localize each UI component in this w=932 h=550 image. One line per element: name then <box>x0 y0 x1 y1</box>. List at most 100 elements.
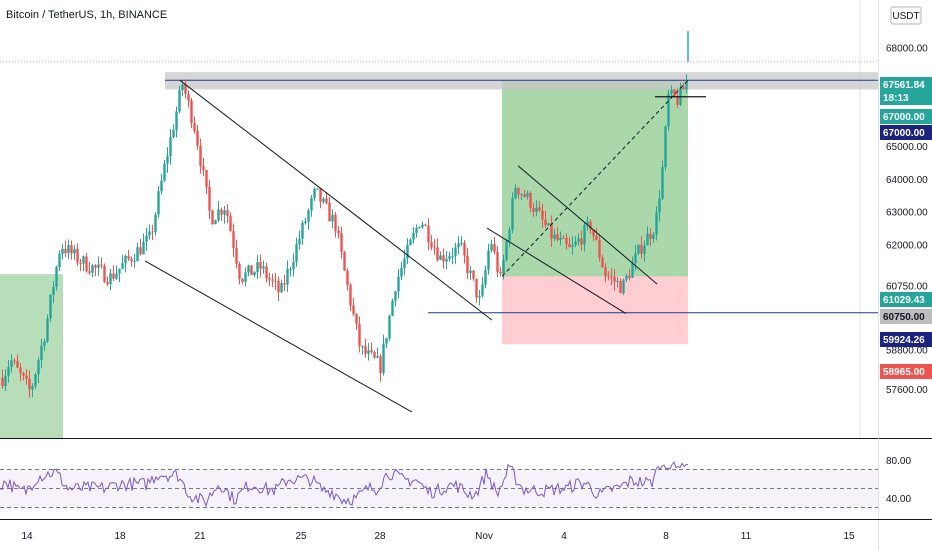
candle-body <box>541 210 544 220</box>
projection-dashed-line <box>501 79 689 277</box>
candle-body <box>1 377 4 387</box>
candle-body <box>559 237 562 240</box>
rsi-tick-label: 40.00 <box>886 494 911 505</box>
candle-body <box>361 346 364 348</box>
candle-body <box>457 243 460 248</box>
candle-body <box>490 244 493 251</box>
candle-body <box>610 276 613 278</box>
candle-body <box>454 247 457 256</box>
candle-body <box>682 87 685 90</box>
y-tick-label: 60750.00 <box>886 282 928 293</box>
candle-body <box>616 280 619 282</box>
candle-body <box>421 224 424 228</box>
price-tag <box>880 332 932 347</box>
candle-body <box>61 248 64 254</box>
candle-body <box>493 244 496 252</box>
candle-body <box>403 258 406 269</box>
candle-body <box>532 208 535 212</box>
candle-body <box>673 89 676 97</box>
candle-body <box>409 239 412 245</box>
candle-body <box>484 269 487 285</box>
x-tick-label: 21 <box>194 531 206 542</box>
candle-body <box>73 248 76 254</box>
candle-body <box>427 225 430 243</box>
y-tick-label: 57600.00 <box>886 385 928 396</box>
candle-body <box>301 222 304 239</box>
candle-body <box>121 263 124 269</box>
candle-body <box>292 261 295 270</box>
candle-body <box>346 270 349 286</box>
rsi-line <box>0 461 689 508</box>
candle-body <box>526 192 529 197</box>
candle-body <box>199 145 202 167</box>
candle-body <box>481 284 484 296</box>
candle-body <box>400 268 403 277</box>
candle-body <box>148 231 151 236</box>
candle-body <box>7 366 10 376</box>
candle-body <box>271 279 274 281</box>
candle-body <box>538 207 541 211</box>
price-tag <box>880 292 932 307</box>
price-tag-label: 60750.00 <box>883 312 925 323</box>
y-tick-label: 68000.00 <box>886 43 928 54</box>
candle-body <box>349 285 352 306</box>
candle-body <box>511 198 514 230</box>
candle-body <box>385 338 388 344</box>
x-tick-label: 8 <box>663 531 669 542</box>
candle-body <box>445 258 448 262</box>
candle-body <box>625 275 628 280</box>
candle-body <box>214 220 217 225</box>
candle-body <box>571 245 574 248</box>
candle-body <box>10 360 13 367</box>
candle-body <box>160 180 163 192</box>
price-tag-label: 58965.00 <box>883 367 925 378</box>
candle-body <box>442 255 445 262</box>
candle-body <box>568 243 571 248</box>
candle-body <box>265 266 268 278</box>
candle-body <box>259 262 262 269</box>
candle-body <box>319 188 322 202</box>
candle-body <box>181 84 184 91</box>
candle-body <box>577 238 580 242</box>
candle-body <box>595 235 598 240</box>
candle-body <box>262 266 265 269</box>
candle-body <box>574 241 577 246</box>
y-tick-label: 62000.00 <box>886 241 928 252</box>
candle-body <box>328 202 331 222</box>
candle-body <box>142 241 145 255</box>
candle-body <box>211 210 214 225</box>
candle-body <box>64 248 67 254</box>
candle-body <box>322 198 325 202</box>
candle-body <box>418 227 421 229</box>
candle-body <box>196 130 199 146</box>
candle-body <box>136 247 139 262</box>
candle-body <box>274 280 277 282</box>
candle-body <box>130 258 133 262</box>
candle-body <box>208 187 211 211</box>
price-tag-label: 61029.43 <box>883 295 925 306</box>
candle-body <box>220 209 223 215</box>
candle-body <box>634 253 637 264</box>
candle-body <box>223 210 226 215</box>
candle-body <box>523 194 526 197</box>
candle-body <box>268 277 271 280</box>
candle-body <box>460 242 463 244</box>
candle-body <box>34 374 37 387</box>
price-tag-label: 67000.00 <box>883 128 925 139</box>
candle-body <box>556 234 559 240</box>
candle-body <box>664 126 667 168</box>
candle-body <box>649 233 652 239</box>
candle-body <box>103 265 106 283</box>
candle-body <box>280 283 283 293</box>
candle-body <box>550 223 553 239</box>
candle-body <box>247 265 250 273</box>
candle-body <box>451 255 454 257</box>
candle-body <box>412 232 415 240</box>
candle-body <box>607 276 610 278</box>
candle-body <box>184 84 187 94</box>
candle-body <box>235 248 238 264</box>
channel-upper-trendline <box>179 79 493 321</box>
candle-body <box>517 187 520 195</box>
candle-body <box>436 247 439 260</box>
